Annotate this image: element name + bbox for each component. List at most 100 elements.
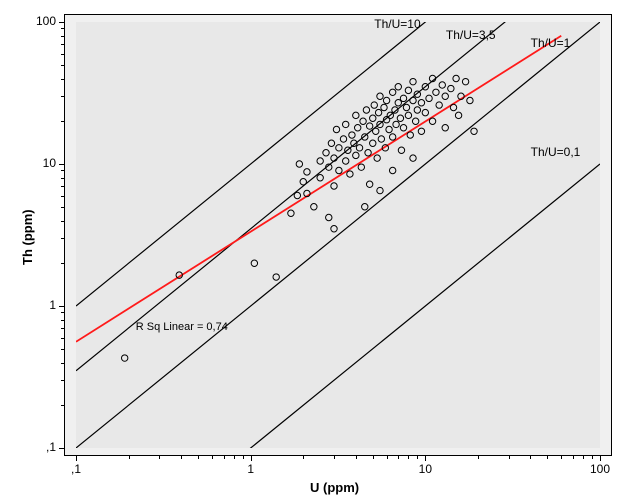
data-point [389, 134, 395, 140]
data-point [400, 95, 406, 101]
data-point [354, 125, 360, 131]
data-point [442, 93, 448, 99]
data-point [422, 109, 428, 115]
tick [129, 456, 130, 459]
tick [61, 170, 64, 171]
data-point [405, 112, 411, 118]
data-point [377, 187, 383, 193]
tick [251, 456, 252, 461]
tick [61, 338, 64, 339]
tick-label: 10 [43, 156, 56, 170]
data-point [455, 112, 461, 118]
data-point [403, 104, 409, 110]
data-point [471, 128, 477, 134]
data-point [439, 82, 445, 88]
tick [303, 456, 304, 459]
tick [417, 456, 418, 459]
tick [61, 178, 64, 179]
data-point [317, 158, 323, 164]
data-point [453, 75, 459, 81]
tick [159, 456, 160, 459]
tick [59, 164, 64, 165]
data-point [342, 121, 348, 127]
tick [61, 349, 64, 350]
tick [59, 306, 64, 307]
data-point [273, 274, 279, 280]
tick [61, 320, 64, 321]
data-point [410, 97, 416, 103]
tick [61, 96, 64, 97]
data-point [300, 179, 306, 185]
tick [561, 456, 562, 459]
data-point [377, 121, 383, 127]
tick [530, 456, 531, 459]
tick [478, 456, 479, 459]
rsq-label: R Sq Linear = 0,74 [136, 321, 228, 333]
data-point [375, 109, 381, 115]
reference-line [76, 22, 600, 448]
tick [61, 380, 64, 381]
tick-label: 100 [36, 14, 56, 28]
data-point [251, 260, 257, 266]
tick [59, 22, 64, 23]
data-point [414, 107, 420, 113]
data-point [353, 112, 359, 118]
data-point [378, 136, 384, 142]
data-point [370, 115, 376, 121]
data-point [336, 167, 342, 173]
tick [408, 456, 409, 459]
tick [181, 456, 182, 459]
data-point [349, 132, 355, 138]
reference-line-label: Th/U=10 [374, 17, 420, 31]
scatter-chart: U (ppm) Th (ppm) R Sq Linear = 0,74 ,111… [0, 0, 628, 503]
tick [61, 44, 64, 45]
data-point [442, 125, 448, 131]
tick [509, 456, 510, 459]
data-point [362, 134, 368, 140]
data-point [414, 91, 420, 97]
data-point [400, 125, 406, 131]
data-point [407, 132, 413, 138]
tick-label: 1 [247, 462, 254, 476]
data-point [436, 102, 442, 108]
tick [61, 65, 64, 66]
data-point [429, 118, 435, 124]
tick [583, 456, 584, 459]
tick-label: ,1 [46, 440, 56, 454]
reference-line-label: Th/U=3,5 [446, 28, 496, 42]
tick [387, 456, 388, 459]
tick [61, 121, 64, 122]
tick [61, 263, 64, 264]
data-point [360, 118, 366, 124]
data-point [386, 126, 392, 132]
x-axis-label: U (ppm) [310, 480, 359, 495]
fit-line [76, 36, 561, 342]
data-point [331, 183, 337, 189]
tick [224, 456, 225, 459]
tick [61, 221, 64, 222]
tick [59, 448, 64, 449]
tick [61, 312, 64, 313]
data-point [418, 100, 424, 106]
data-point [311, 204, 317, 210]
tick [61, 54, 64, 55]
reference-line [76, 0, 600, 306]
data-point [426, 95, 432, 101]
tick [61, 363, 64, 364]
reference-line-label: Th/U=0,1 [531, 145, 581, 159]
plot-svg [0, 0, 628, 503]
tick [243, 456, 244, 459]
data-point [342, 158, 348, 164]
data-point [389, 89, 395, 95]
tick-label: ,1 [71, 462, 81, 476]
data-point [433, 89, 439, 95]
data-point [366, 123, 372, 129]
reference-line [76, 164, 600, 503]
data-point [340, 136, 346, 142]
tick [356, 456, 357, 459]
tick [334, 456, 335, 459]
data-point [412, 118, 418, 124]
data-point [288, 210, 294, 216]
tick [61, 328, 64, 329]
data-point [393, 121, 399, 127]
